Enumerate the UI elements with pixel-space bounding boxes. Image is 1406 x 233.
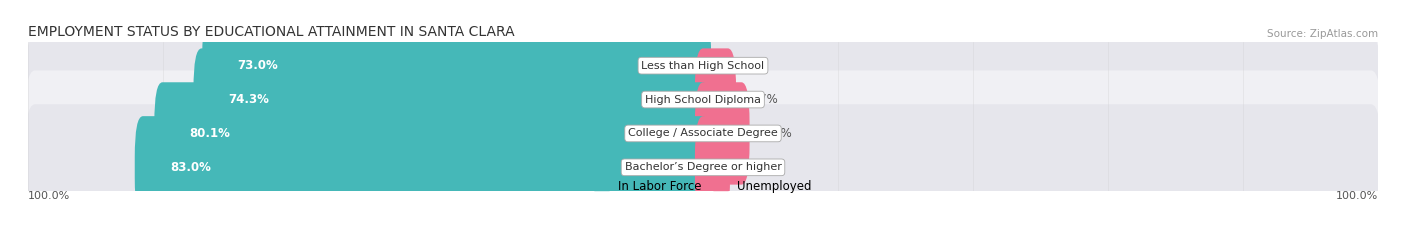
Text: 100.0%: 100.0% — [28, 191, 70, 201]
Text: 83.0%: 83.0% — [170, 161, 211, 174]
Text: 80.1%: 80.1% — [190, 127, 231, 140]
Text: 3.7%: 3.7% — [748, 93, 778, 106]
Text: 100.0%: 100.0% — [1336, 191, 1378, 201]
Text: Bachelor’s Degree or higher: Bachelor’s Degree or higher — [624, 162, 782, 172]
Legend: In Labor Force, Unemployed: In Labor Force, Unemployed — [595, 180, 811, 193]
FancyBboxPatch shape — [695, 116, 730, 219]
FancyBboxPatch shape — [25, 70, 1381, 196]
FancyBboxPatch shape — [695, 48, 737, 151]
Text: Source: ZipAtlas.com: Source: ZipAtlas.com — [1267, 29, 1378, 39]
Text: 0.0%: 0.0% — [723, 59, 752, 72]
FancyBboxPatch shape — [155, 82, 711, 185]
FancyBboxPatch shape — [25, 104, 1381, 230]
Text: 2.8%: 2.8% — [742, 161, 772, 174]
FancyBboxPatch shape — [25, 37, 1381, 163]
Text: College / Associate Degree: College / Associate Degree — [628, 128, 778, 138]
Text: Less than High School: Less than High School — [641, 61, 765, 71]
FancyBboxPatch shape — [202, 14, 711, 117]
Text: 74.3%: 74.3% — [229, 93, 270, 106]
FancyBboxPatch shape — [25, 3, 1381, 129]
FancyBboxPatch shape — [194, 48, 711, 151]
FancyBboxPatch shape — [135, 116, 711, 219]
Text: 73.0%: 73.0% — [238, 59, 278, 72]
Text: EMPLOYMENT STATUS BY EDUCATIONAL ATTAINMENT IN SANTA CLARA: EMPLOYMENT STATUS BY EDUCATIONAL ATTAINM… — [28, 25, 515, 39]
Text: High School Diploma: High School Diploma — [645, 95, 761, 105]
Text: 5.7%: 5.7% — [762, 127, 792, 140]
FancyBboxPatch shape — [695, 82, 749, 185]
